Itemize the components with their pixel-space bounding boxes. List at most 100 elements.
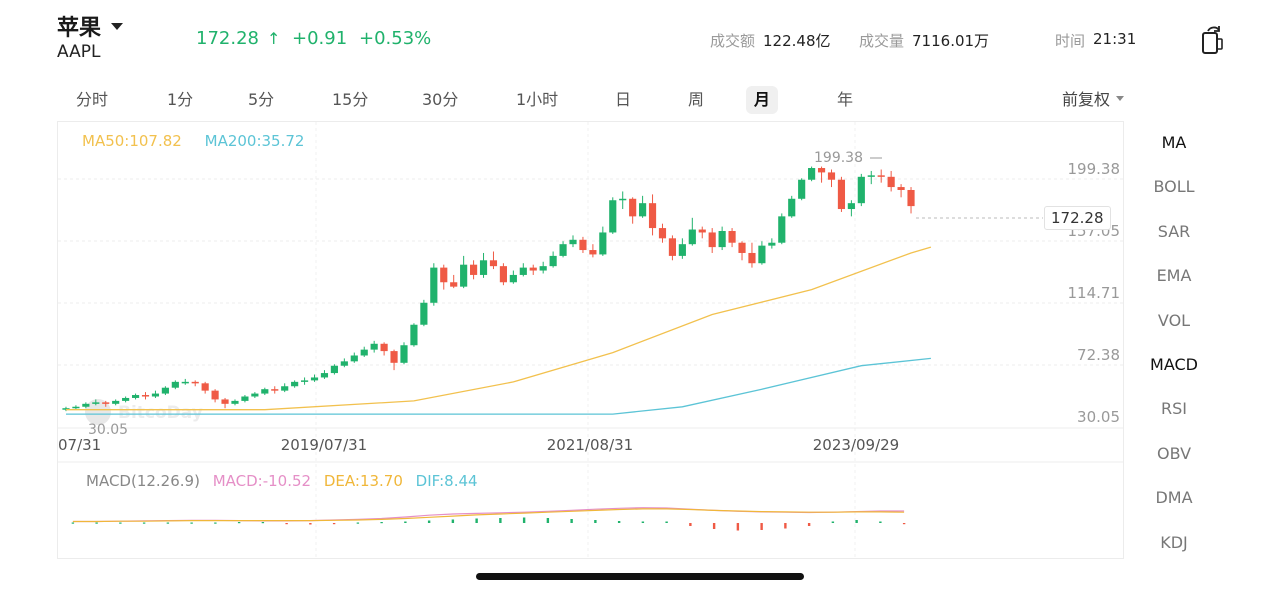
candle-body [430,267,438,303]
time-label: 时间 [1055,32,1086,50]
macd-histogram-bar [665,521,668,523]
macd-histogram-bar [95,522,98,524]
candle-body [191,381,199,384]
candle-body [221,399,229,404]
tab-period-0[interactable]: 分时 [76,90,109,109]
x-axis-label: 2019/07/31 [281,436,367,454]
candle-body [141,395,150,397]
indicator-kdj[interactable]: KDJ [1160,532,1188,552]
indicator-ma[interactable]: MA [1161,133,1187,152]
indicator-macd[interactable]: MACD [1150,355,1198,374]
macd-histogram-bar [499,518,502,523]
candle-body [648,203,657,229]
tab-period-6[interactable]: 日 [615,90,632,109]
ma200-line [66,357,931,415]
candle-body [360,349,368,356]
candle-body [788,198,796,217]
candle-body [897,187,905,190]
tab-period-1[interactable]: 1分 [167,90,194,109]
tab-period-4[interactable]: 30分 [422,90,459,109]
candle-body [668,238,677,256]
indicator-boll[interactable]: BOLL [1153,177,1195,197]
macd-histogram-bar [641,521,645,523]
indicator-dma[interactable]: DMA [1155,488,1193,508]
tab-period-5[interactable]: 1小时 [516,90,559,109]
turnover-stat: 成交额 122.48亿 [710,30,831,51]
rotate-screen-icon[interactable] [1200,25,1226,55]
candle-body [231,400,239,404]
macd-histogram-bar [712,523,716,529]
tab-period-8[interactable]: 月 [746,86,779,114]
candle-body [688,229,696,245]
candle-body [261,389,269,394]
y-axis-label: 30.05 [1077,408,1120,426]
candle-body [211,390,219,400]
stock-code: AAPL [57,42,101,62]
stock-selector[interactable]: 苹果 [57,10,124,42]
candle-body [340,361,348,366]
ma50-line [66,246,932,411]
macd-histogram-bar [784,523,787,529]
macd-histogram-bar [855,520,858,523]
candle-body [539,266,547,271]
tab-period-9[interactable]: 年 [837,90,854,109]
candle-body [658,228,667,239]
time-stat: 时间 21:31 [1055,30,1136,51]
candle-body [420,302,428,325]
indicator-vol[interactable]: VOL [1157,310,1191,330]
indicator-sar[interactable]: SAR [1157,221,1191,241]
candle-body [708,232,716,248]
candle-body [728,230,736,243]
candle-body [718,230,726,248]
indicator-rsi[interactable]: RSI [1161,399,1187,419]
candle-body [171,381,179,388]
candle-body [241,396,249,401]
macd-histogram-bar [689,523,692,526]
candle-body [450,282,458,287]
candle-body [549,255,557,267]
low-marker-label: 30.05 [88,422,128,438]
current-price-tag: 172.28 [1044,206,1111,230]
candle-body [470,264,478,275]
macd-histogram-bar [427,520,431,523]
candle-body [310,377,319,381]
chart-area[interactable]: 199.38 157.05 114.71 72.38 30.05 07/31 2019/07… [57,121,1223,560]
adjust-selector[interactable]: 前复权 [1062,86,1125,110]
y-axis-label: 72.38 [1077,346,1120,364]
candle-body [887,176,895,188]
arrow-up-icon: ↑ [266,29,281,48]
volume-value: 7116.01万 [912,32,990,50]
macd-histogram-bar [404,521,407,523]
dea-value: DEA:13.70 [323,472,403,490]
watermark-text: BitcoDay [118,403,203,423]
x-axis-label: 2023/09/29 [813,436,899,454]
candle-body [390,351,398,363]
macd-value: MACD:-10.52 [212,472,312,490]
macd-histogram-bar [214,522,217,524]
tab-period-3[interactable]: 15分 [332,90,369,109]
tab-period-7[interactable]: 周 [688,90,705,109]
candle-body [161,387,169,394]
candle-body [847,203,855,210]
tab-period-2[interactable]: 5分 [248,90,275,109]
macd-histogram-bar [879,521,882,523]
candle-body [122,397,130,401]
ma200-legend: MA200:35.72 [204,132,305,150]
indicator-ema[interactable]: EMA [1156,266,1192,286]
macd-histogram-bar [522,517,526,523]
volume-label: 成交量 [859,32,905,50]
macd-histogram-bar [570,519,573,523]
candle-body [569,239,577,245]
chevron-down-icon[interactable] [111,22,124,30]
home-indicator[interactable] [476,573,804,580]
candle-body [529,267,537,271]
candle-body [837,179,846,210]
last-price: 172.28 ↑ [196,28,280,49]
candle-body [82,403,90,407]
indicator-obv[interactable]: OBV [1156,443,1192,463]
macd-histogram-bar [380,522,383,524]
candle-body [291,381,299,387]
candle-body [519,267,527,275]
candle-body [151,393,160,397]
